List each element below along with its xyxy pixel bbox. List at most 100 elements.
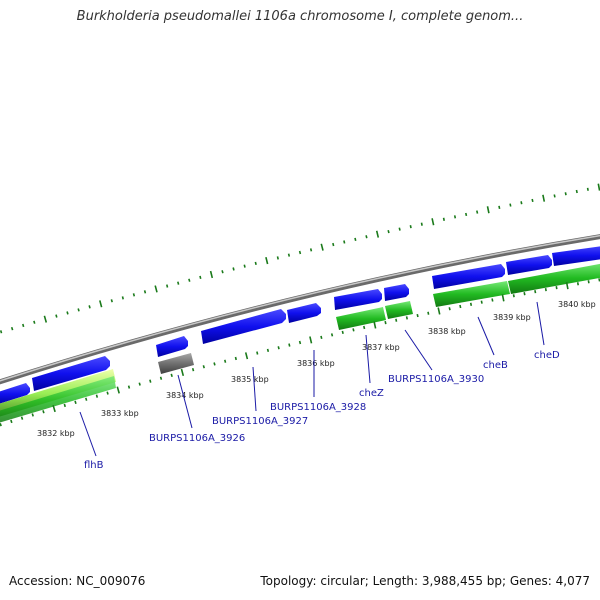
gene-label-chez[interactable]: cheZ <box>359 388 384 399</box>
gene-label-flhb[interactable]: flhB <box>84 460 104 471</box>
scale-tick <box>586 187 589 191</box>
scale-tick <box>343 240 346 244</box>
scale-tick <box>0 423 2 427</box>
scale-tick <box>587 280 590 284</box>
scale-tick <box>576 282 579 286</box>
gene-arrow[interactable] <box>552 245 600 266</box>
scale-tick <box>427 311 430 315</box>
scale-tick <box>420 222 423 226</box>
scale-tick <box>564 192 567 196</box>
scale-tick <box>10 419 13 424</box>
scale-tick <box>486 206 490 214</box>
tick-label: 3839 kbp <box>493 313 531 322</box>
scale-tick <box>224 359 227 363</box>
scale-tick <box>166 284 169 288</box>
pseudo-gene-block[interactable] <box>158 353 194 374</box>
gene-arrow[interactable] <box>384 284 409 301</box>
scale-tick <box>352 328 355 332</box>
tick-label: 3832 kbp <box>37 429 75 438</box>
outer-scale-ring <box>0 183 600 334</box>
scale-tick <box>409 225 412 229</box>
scale-tick <box>52 404 56 413</box>
gene-block[interactable] <box>336 307 386 330</box>
scale-tick <box>459 304 462 309</box>
scale-tick <box>20 416 24 420</box>
inner-scale-ring <box>0 278 600 427</box>
scale-tick <box>534 290 537 294</box>
map-title: Burkholderia pseudomallei 1106a chromoso… <box>76 9 524 24</box>
scale-tick <box>276 256 279 260</box>
scale-tick <box>365 235 368 239</box>
scale-tick <box>330 333 334 337</box>
scale-tick <box>416 313 419 318</box>
tick-label: 3833 kbp <box>101 409 139 418</box>
scale-tick <box>480 300 483 304</box>
gene-label-burps1106a-3926[interactable]: BURPS1106A_3926 <box>149 433 245 444</box>
scale-tick <box>66 311 69 315</box>
scale-tick <box>116 386 120 394</box>
scale-tick <box>544 287 547 292</box>
tick-label: 3835 kbp <box>231 375 269 384</box>
scale-tick <box>266 348 270 352</box>
scale-tick <box>509 203 512 207</box>
scale-tick <box>501 294 505 302</box>
gene-block[interactable] <box>0 376 116 424</box>
scale-tick <box>121 296 124 300</box>
scale-tick <box>405 316 408 320</box>
gene-arrow[interactable] <box>201 309 286 344</box>
scale-tick <box>106 391 109 395</box>
scale-tick <box>309 248 313 252</box>
scale-tick <box>177 281 180 285</box>
scale-tick <box>244 352 249 360</box>
scale-tick <box>597 183 600 191</box>
gene-arrow[interactable] <box>506 255 552 275</box>
reverse-strand-genes <box>0 262 600 424</box>
scale-tick <box>43 315 48 323</box>
gene-arrow[interactable] <box>287 303 321 323</box>
gene-block[interactable] <box>385 301 413 319</box>
gene-arrow[interactable] <box>0 383 30 405</box>
scale-tick <box>523 292 526 296</box>
gene-label-burps1106a-3928[interactable]: BURPS1106A_3928 <box>270 402 366 413</box>
scale-tick <box>398 227 401 231</box>
scale-tick <box>95 394 99 398</box>
tick-label: 3837 kbp <box>362 343 400 352</box>
gene-block[interactable] <box>433 281 510 307</box>
scale-tick <box>298 250 302 255</box>
gene-label-burps1106a-3930[interactable]: BURPS1106A_3930 <box>388 374 484 385</box>
scale-tick <box>465 212 468 217</box>
scale-tick <box>22 323 25 328</box>
scale-tick <box>42 410 45 414</box>
scale-tick <box>170 373 173 378</box>
scale-tick <box>453 215 457 219</box>
scale-tick <box>180 368 185 377</box>
scale-tick <box>77 308 80 312</box>
scale-tick <box>277 346 280 350</box>
gene-arrow[interactable] <box>334 289 382 310</box>
scale-tick <box>99 300 103 308</box>
tick-label: 3838 kbp <box>428 327 466 336</box>
accession-text: Accession: NC_009076 <box>9 574 146 588</box>
scale-tick <box>341 330 344 334</box>
scale-tick <box>63 403 66 408</box>
gene-label-ched[interactable]: cheD <box>534 350 560 361</box>
scale-tick <box>288 343 291 347</box>
gene-block[interactable] <box>508 262 600 294</box>
scale-tick <box>520 201 523 205</box>
gene-arrow[interactable] <box>156 336 188 357</box>
scale-tick <box>234 356 237 361</box>
scale-tick <box>565 282 569 290</box>
scale-tick <box>0 330 3 334</box>
gene-label-burps1106a-3927[interactable]: BURPS1106A_3927 <box>212 416 308 427</box>
gene-label-cheb[interactable]: cheB <box>483 360 508 371</box>
scale-tick <box>127 385 131 389</box>
scale-tick <box>287 253 291 257</box>
scale-tick <box>332 242 335 247</box>
scale-tick <box>373 321 377 329</box>
gene-arrow[interactable] <box>32 356 110 391</box>
scale-tick <box>384 320 387 325</box>
scale-tick <box>243 264 246 268</box>
scale-tick <box>85 397 88 401</box>
gene-arrow[interactable] <box>432 264 505 289</box>
